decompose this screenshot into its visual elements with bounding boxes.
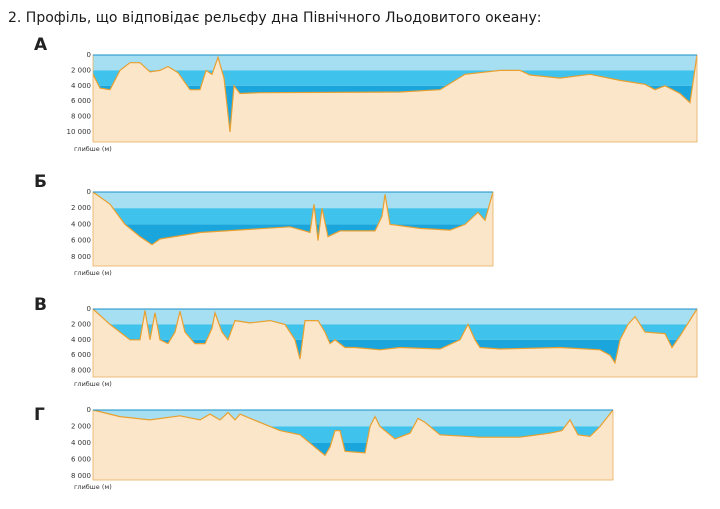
axis-label: глибше (м) xyxy=(74,380,112,388)
depth-tick: 2 000 xyxy=(71,320,91,328)
mid-water xyxy=(93,208,493,225)
depth-tick: 6 000 xyxy=(71,456,91,464)
floor-outline xyxy=(92,54,698,133)
axis-label: глибше (м) xyxy=(74,483,112,491)
depth-tick: 8 000 xyxy=(71,367,91,375)
depth-tick: 6 000 xyxy=(71,97,91,105)
depth-tick: 8 000 xyxy=(71,253,91,261)
shallow-water xyxy=(93,309,697,325)
axis-label: глибше (м) xyxy=(74,145,112,153)
depth-tick: 0 xyxy=(87,305,91,313)
depth-tick: 6 000 xyxy=(71,351,91,359)
depth-tick: 0 xyxy=(87,51,91,59)
depth-tick: 2 000 xyxy=(71,204,91,212)
depth-tick: 4 000 xyxy=(71,336,91,344)
sea-floor xyxy=(93,410,613,480)
depth-tick: 10 000 xyxy=(67,128,92,136)
depth-tick: 4 000 xyxy=(71,220,91,228)
depth-tick: 0 xyxy=(87,188,91,196)
panel-label: Г xyxy=(34,405,45,425)
panel-label: А xyxy=(34,35,48,55)
axis-label: глибше (м) xyxy=(74,269,112,277)
panel-label: Б xyxy=(34,172,47,192)
sea-floor xyxy=(93,192,493,266)
depth-tick: 8 000 xyxy=(71,113,91,121)
shallow-water xyxy=(93,55,697,71)
question: 2. Профіль, що відповідає рельєфу дна Пі… xyxy=(8,10,541,26)
depth-tick: 2 000 xyxy=(71,423,91,431)
floor-outline xyxy=(92,191,494,246)
depth-tick: 8 000 xyxy=(71,472,91,480)
depth-tick: 4 000 xyxy=(71,82,91,90)
depth-tick: 4 000 xyxy=(71,439,91,447)
shallow-water xyxy=(93,192,493,209)
sea-floor xyxy=(93,309,697,377)
depth-tick: 0 xyxy=(87,406,91,414)
depth-tick: 2 000 xyxy=(71,66,91,74)
floor-outline xyxy=(92,308,698,365)
floor-outline xyxy=(92,409,614,457)
panel-label: В xyxy=(34,295,47,315)
depth-tick: 6 000 xyxy=(71,237,91,245)
